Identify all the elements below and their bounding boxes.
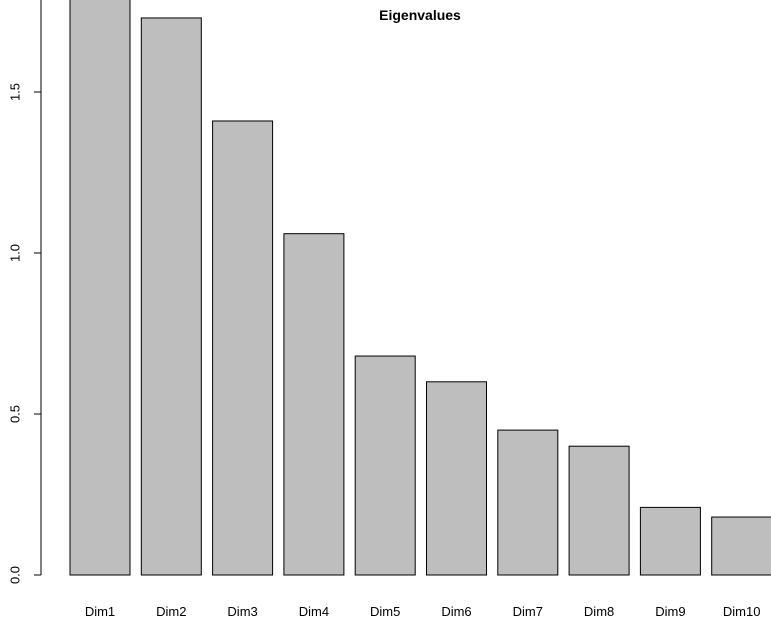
category-label-dim4: Dim4: [299, 604, 329, 619]
y-tick-label: 0.0: [8, 566, 23, 584]
bar-dim7: [497, 429, 559, 576]
bars-group: [69, 0, 771, 576]
category-label-dim1: Dim1: [85, 604, 115, 619]
bar-dim9: [639, 506, 701, 576]
chart-title: Eigenvalues: [379, 7, 461, 23]
category-label-dim10: Dim10: [723, 604, 761, 619]
bar-dim3: [212, 120, 274, 576]
category-label-dim9: Dim9: [655, 604, 685, 619]
bar-dim4: [283, 233, 345, 576]
y-tick-label: 1.0: [8, 244, 23, 262]
category-labels: Dim1 Dim2 Dim3 Dim4 Dim5 Dim6 Dim7 Dim8 Dim9 Dim1…: [85, 604, 761, 619]
category-label-dim3: Dim3: [227, 604, 257, 619]
category-label-dim6: Dim6: [441, 604, 471, 619]
bar-dim5: [354, 355, 416, 576]
bar-dim8: [568, 445, 630, 576]
category-label-dim2: Dim2: [156, 604, 186, 619]
bar-dim6: [426, 381, 487, 576]
y-axis: 0.00.51.01.52.02.53.0: [8, 0, 42, 584]
category-label-dim7: Dim7: [513, 604, 543, 619]
y-tick-label: 1.5: [8, 83, 23, 101]
bar-dim1: [69, 0, 131, 576]
category-label-dim5: Dim5: [370, 604, 400, 619]
bar-dim2: [140, 17, 202, 576]
category-label-dim8: Dim8: [584, 604, 614, 619]
y-tick-label: 0.5: [8, 405, 23, 423]
bar-dim10: [711, 516, 771, 576]
